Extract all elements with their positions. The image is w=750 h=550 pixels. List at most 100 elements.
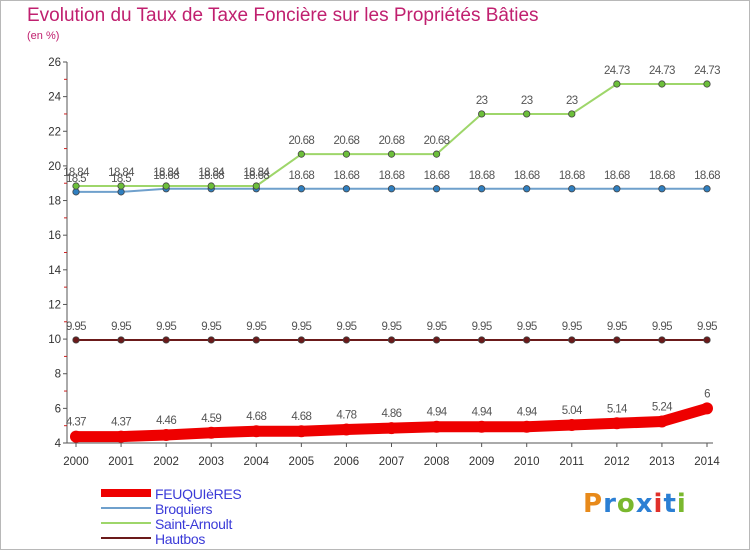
- logo-letter: r: [603, 489, 617, 519]
- data-point-saint-arnoult: [613, 80, 621, 88]
- x-tick-label: 2007: [379, 456, 405, 468]
- y-tick-label: 26: [48, 57, 61, 69]
- data-label-feuqui-res: 4.37: [66, 417, 86, 429]
- data-label-hautbos: 9.95: [472, 321, 492, 333]
- data-label-feuqui-res: 5.04: [562, 405, 583, 417]
- data-point-saint-arnoult: [117, 182, 125, 190]
- data-label-saint-arnoult: 18.84: [153, 167, 180, 179]
- data-point-hautbos: [613, 336, 621, 344]
- data-point-feuqui-res: [430, 420, 443, 433]
- data-label-hautbos: 9.95: [156, 321, 176, 333]
- data-point-feuqui-res: [340, 423, 353, 436]
- data-label-hautbos: 9.95: [246, 321, 266, 333]
- data-label-saint-arnoult: 18.84: [63, 167, 90, 179]
- data-point-hautbos: [207, 336, 215, 344]
- data-label-feuqui-res: 4.68: [291, 411, 311, 423]
- data-point-saint-arnoult: [297, 150, 305, 158]
- data-point-hautbos: [387, 336, 396, 344]
- data-label-saint-arnoult: 24.73: [694, 65, 720, 77]
- y-tick-label: 18: [48, 196, 61, 208]
- data-point-hautbos: [432, 336, 441, 344]
- x-tick-label: 2012: [604, 456, 630, 468]
- data-label-feuqui-res: 4.68: [246, 411, 266, 423]
- data-point-feuqui-res: [385, 422, 398, 435]
- data-label-hautbos: 9.95: [66, 321, 86, 333]
- x-tick-label: 2003: [198, 456, 224, 468]
- data-label-saint-arnoult: 23: [521, 95, 533, 107]
- logo-letter: t: [663, 489, 677, 519]
- data-point-hautbos: [297, 336, 305, 344]
- data-point-hautbos: [478, 336, 486, 344]
- data-point-broquiers: [117, 188, 125, 196]
- data-label-feuqui-res: 4.37: [111, 417, 131, 429]
- data-label-broquiers: 18.68: [379, 170, 405, 182]
- data-point-hautbos: [162, 336, 170, 344]
- data-point-saint-arnoult: [432, 150, 441, 158]
- data-label-saint-arnoult: 18.84: [108, 167, 135, 179]
- data-point-saint-arnoult: [342, 150, 351, 158]
- x-tick-label: 2014: [694, 456, 720, 468]
- x-tick-label: 2013: [649, 456, 675, 468]
- data-point-hautbos: [117, 336, 125, 344]
- data-label-feuqui-res: 6: [704, 388, 710, 400]
- data-point-broquiers: [613, 185, 621, 193]
- data-point-saint-arnoult: [252, 182, 260, 190]
- data-point-broquiers: [568, 185, 576, 193]
- data-label-hautbos: 9.95: [291, 321, 311, 333]
- data-label-broquiers: 18.68: [649, 170, 675, 182]
- data-label-feuqui-res: 4.94: [517, 407, 538, 419]
- data-label-broquiers: 18.68: [153, 170, 179, 182]
- data-label-saint-arnoult: 18.84: [243, 167, 270, 179]
- data-point-feuqui-res: [475, 420, 488, 433]
- data-label-broquiers: 18.5: [66, 173, 86, 185]
- y-tick-label: 14: [48, 265, 61, 277]
- y-tick-label: 16: [48, 230, 61, 242]
- data-point-saint-arnoult: [72, 182, 80, 190]
- data-label-hautbos: 9.95: [697, 321, 717, 333]
- data-point-saint-arnoult: [478, 110, 486, 118]
- y-tick-label: 10: [48, 334, 61, 346]
- y-tick-label: 8: [55, 369, 61, 381]
- legend-swatch-broquiers: [101, 507, 151, 509]
- data-label-feuqui-res: 4.86: [382, 408, 402, 420]
- x-tick-label: 2009: [469, 456, 495, 468]
- data-point-broquiers: [342, 185, 351, 193]
- x-tick-label: 2004: [243, 456, 269, 468]
- data-point-broquiers: [478, 185, 486, 193]
- chart-unit-label: (en %): [27, 30, 60, 42]
- data-point-hautbos: [523, 336, 531, 344]
- data-label-saint-arnoult: 23: [476, 95, 488, 107]
- data-point-hautbos: [568, 336, 576, 344]
- data-point-hautbos: [72, 336, 80, 344]
- data-point-saint-arnoult: [568, 110, 576, 118]
- data-label-feuqui-res: 4.46: [156, 415, 176, 427]
- data-label-hautbos: 9.95: [517, 321, 537, 333]
- legend-label-saint-arnoult: Saint-Arnoult: [155, 516, 233, 532]
- data-point-saint-arnoult: [207, 182, 215, 190]
- data-label-broquiers: 18.68: [604, 170, 630, 182]
- data-label-saint-arnoult: 24.73: [604, 65, 630, 77]
- data-label-feuqui-res: 5.14: [607, 403, 628, 415]
- data-label-broquiers: 18.68: [559, 170, 585, 182]
- y-tick-label: 4: [55, 438, 62, 450]
- data-label-broquiers: 18.68: [243, 170, 269, 182]
- data-point-broquiers: [72, 188, 80, 196]
- data-label-broquiers: 18.5: [111, 173, 131, 185]
- data-labels: 9.95 9.95 9.95 9.95 9.95 9.95 9.95 9.95 9.95 9.95…: [63, 65, 721, 429]
- data-label-broquiers: 18.68: [198, 170, 224, 182]
- data-label-broquiers: 18.68: [694, 170, 720, 182]
- x-tick-label: 2006: [334, 456, 360, 468]
- y-tick-label: 12: [48, 299, 61, 311]
- legend-label-feuquieres: FEUQUIèRES: [155, 486, 242, 502]
- x-tick-label: 2002: [153, 456, 179, 468]
- data-point-hautbos: [658, 336, 666, 344]
- data-label-broquiers: 18.68: [334, 170, 360, 182]
- data-label-saint-arnoult: 24.73: [649, 65, 675, 77]
- data-point-saint-arnoult: [658, 80, 666, 88]
- data-label-feuqui-res: 4.59: [201, 413, 221, 425]
- data-label-saint-arnoult: 20.68: [288, 135, 314, 147]
- y-tick-label: 6: [55, 403, 61, 415]
- x-tick-label: 2005: [289, 456, 315, 468]
- data-label-saint-arnoult: 20.68: [379, 135, 405, 147]
